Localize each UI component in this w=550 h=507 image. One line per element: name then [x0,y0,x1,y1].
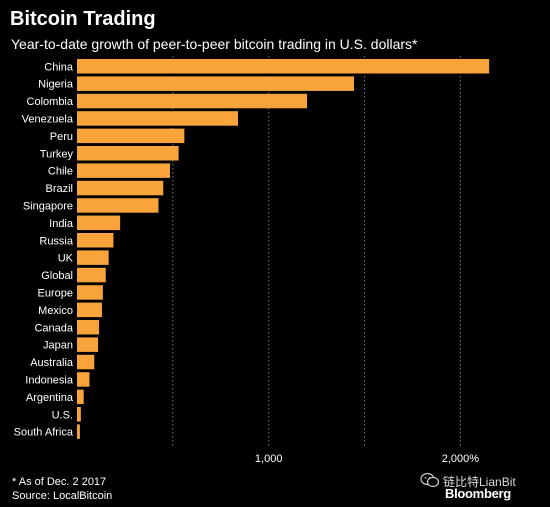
category-label: Singapore [23,200,73,212]
bar-colombia [77,93,308,109]
bar-global [77,267,106,283]
bar-europe [77,285,103,300]
bar-peru [77,128,185,144]
bar-indonesia [77,372,90,387]
category-label: Mexico [38,305,73,317]
category-label: Nigeria [38,79,74,91]
bar-chile [77,163,170,178]
bar-china [77,59,490,74]
category-label: Chile [48,166,73,178]
category-label: Australia [30,357,74,369]
source-note: Source: LocalBitcoin [12,490,113,502]
bar-mexico [77,302,102,318]
category-label: Turkey [40,148,74,160]
category-label: U.S. [52,409,73,421]
footnote: * As of Dec. 2 2017 [12,476,107,488]
bar-nigeria [77,76,355,91]
x-tick-label: 1,000 [255,453,283,465]
bar-japan [77,337,99,352]
bar-venezuela [77,111,239,126]
chart-subtitle: Year-to-date growth of peer-to-peer bitc… [11,36,418,52]
category-label: Indonesia [25,374,74,386]
x-tick-label: 2,000% [442,453,480,465]
chart-title: Bitcoin Trading [10,8,156,30]
category-label: Russia [39,235,74,247]
wechat-icon [420,472,440,488]
category-label: Global [41,270,73,282]
bar-singapore [77,198,159,213]
bar-brazil [77,180,164,196]
bloomberg-logo: Bloomberg [445,486,511,501]
category-label: South Africa [14,427,74,439]
category-label: Canada [34,322,73,334]
bar-turkey [77,146,179,161]
category-label: India [49,218,74,230]
category-label: Venezuela [22,113,74,125]
bar-russia [77,233,114,248]
category-label: Japan [43,340,73,352]
bar-argentina [77,389,84,405]
category-label: Peru [50,131,73,143]
bar-u-s- [77,407,81,422]
bar-india [77,215,121,231]
category-label: Argentina [26,392,74,404]
category-label: Colombia [27,96,74,108]
watermark-text: 链比特LianBit [443,475,516,489]
category-label: China [44,61,74,73]
category-label: UK [58,253,74,265]
bar-uk [77,250,109,265]
category-label: Europe [38,287,73,299]
bar-canada [77,320,100,335]
category-label: Brazil [45,183,73,195]
bar-south-africa [77,424,80,439]
bar-australia [77,354,95,370]
